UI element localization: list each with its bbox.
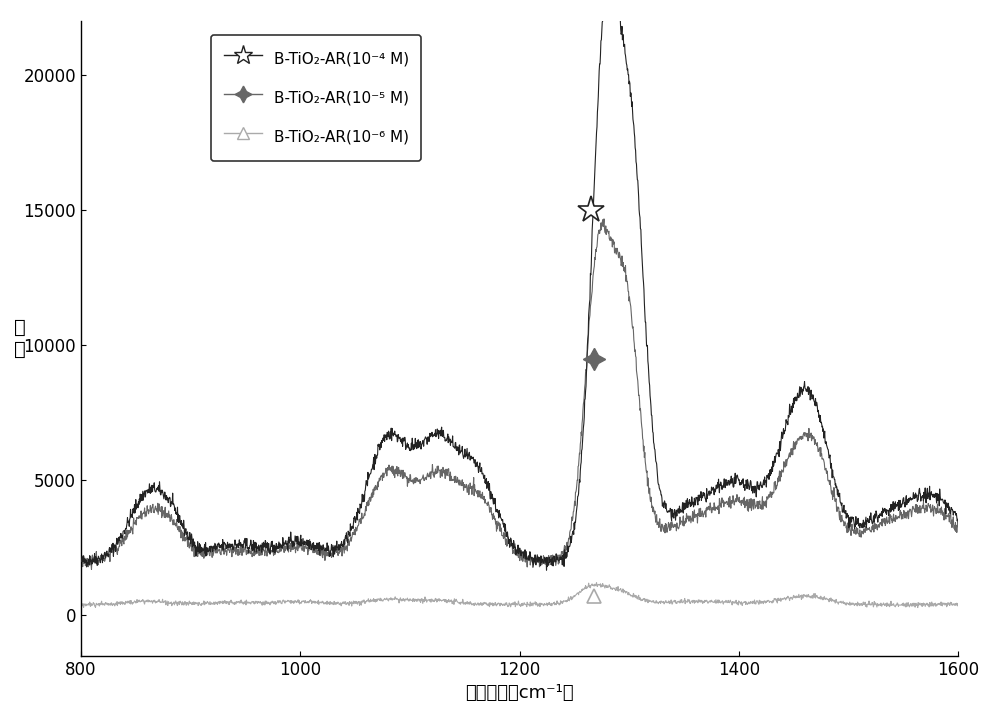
Legend: B-TiO₂-AR(10⁻⁴ M), B-TiO₂-AR(10⁻⁵ M), B-TiO₂-AR(10⁻⁶ M): B-TiO₂-AR(10⁻⁴ M), B-TiO₂-AR(10⁻⁵ M), B-… [211, 35, 421, 161]
Y-axis label: 强
度: 强 度 [14, 318, 25, 359]
X-axis label: 拉曼位移（cm⁻¹）: 拉曼位移（cm⁻¹） [465, 684, 574, 702]
